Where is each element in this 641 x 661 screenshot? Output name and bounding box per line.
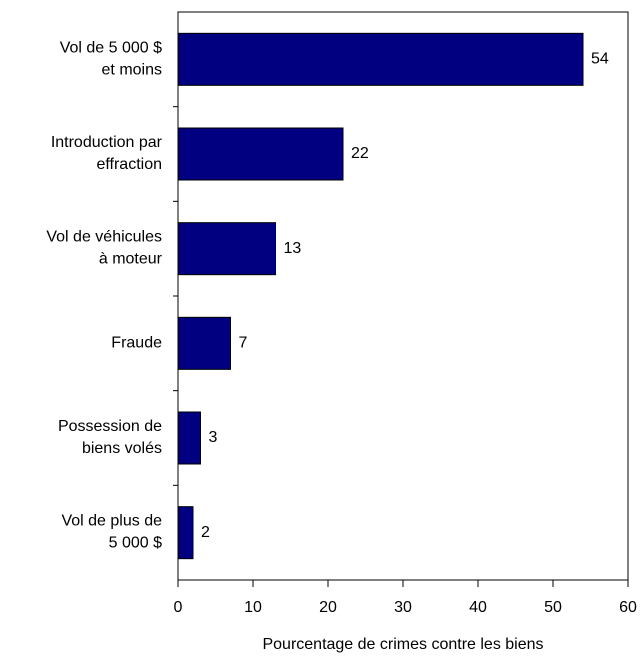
y-tick-label: Fraude [111, 335, 162, 352]
bar [177, 127, 344, 181]
y-tick-label: Introduction par effraction [51, 134, 163, 173]
y-tick-label: Vol de plus de 5 000 $ [61, 513, 162, 552]
value-label: 13 [284, 240, 302, 257]
value-label: 7 [239, 335, 248, 352]
x-tick-label: 20 [319, 599, 337, 616]
bar [177, 316, 231, 370]
x-axis-title: Pourcentage de crimes contre les biens [262, 636, 543, 653]
bar [177, 222, 276, 276]
y-tick-label: Vol de véhicules à moteur [46, 229, 162, 268]
x-tick-label: 30 [394, 599, 412, 616]
x-tick-label: 0 [174, 599, 183, 616]
x-tick-label: 50 [544, 599, 562, 616]
plot-frame [177, 11, 629, 581]
bar [177, 411, 201, 465]
x-tick-label: 10 [244, 599, 262, 616]
x-tick-label: 40 [469, 599, 487, 616]
value-label: 22 [351, 145, 369, 162]
value-label: 2 [201, 524, 210, 541]
value-label: 54 [591, 51, 609, 68]
y-tick-label: Vol de 5 000 $ et moins [60, 40, 162, 79]
value-label: 3 [209, 429, 218, 446]
bar [177, 506, 194, 560]
bar [177, 32, 584, 86]
x-tick-label: 60 [619, 599, 637, 616]
y-tick-label: Possession de biens volés [58, 418, 162, 457]
